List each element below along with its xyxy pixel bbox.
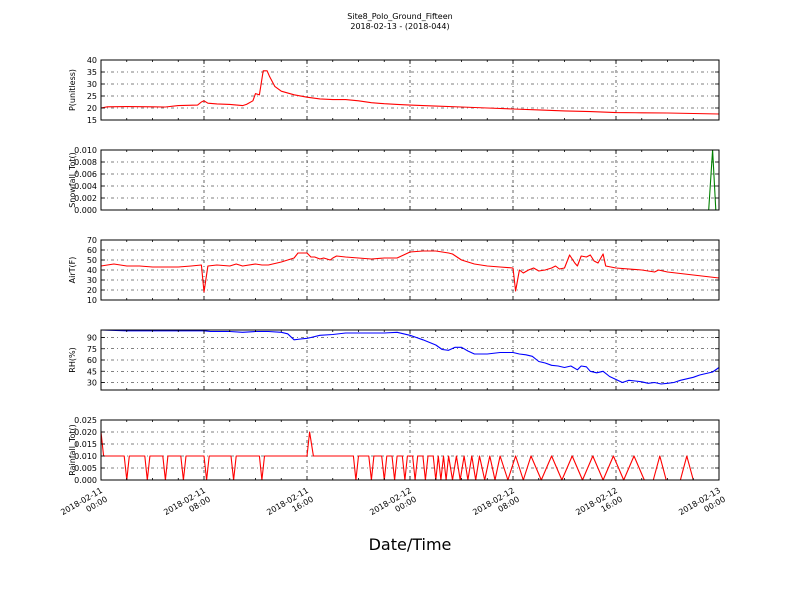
ytick-label-2-0: 10 (87, 296, 97, 305)
x-tick-label-4: 2018-02-1208:00 (471, 486, 521, 526)
ytick-label-3-0: 30 (87, 379, 97, 388)
ytick-label-1-4: 0.008 (74, 158, 97, 167)
panel-1: 0.000 0.002 0.004 0.006 0.008 0.010Snowfall_T… (68, 146, 720, 215)
ytick-label-0-5: 40 (87, 56, 97, 65)
x-tick-label-2: 2018-02-1116:00 (265, 486, 315, 526)
y-axis-label-0: P(unitless) (68, 69, 77, 111)
ytick-label-4-3: 0.015 (74, 440, 97, 449)
series-line-4 (100, 431, 719, 481)
ytick-label-4-4: 0.020 (74, 428, 97, 437)
ytick-label-2-4: 50 (87, 256, 97, 265)
ytick-label-4-5: 0.025 (74, 416, 97, 425)
chart-title: Site8_Polo_Ground_Fifteen (347, 12, 452, 21)
series-line-2 (100, 250, 720, 293)
ytick-label-0-3: 30 (87, 80, 97, 89)
ytick-label-0-2: 25 (87, 92, 97, 101)
ytick-label-0-0: 15 (87, 116, 97, 125)
ytick-label-1-0: 0.000 (74, 206, 97, 215)
x-tick-label-0: 2018-02-1100:00 (59, 486, 109, 526)
ytick-label-0-1: 20 (87, 104, 97, 113)
x-axis-label: Date/Time (369, 535, 452, 554)
ytick-label-1-3: 0.006 (74, 170, 97, 179)
panel-0: 15 20 25 30 35 40 P(unitless) (68, 56, 720, 125)
x-tick-label-3: 2018-02-1200:00 (368, 486, 418, 526)
x-tick-labels: 2018-02-1100:00 2018-02-1108:00 2018-02-11… (59, 486, 727, 526)
ytick-label-3-4: 90 (87, 334, 97, 343)
y-axis-label-2: AirT(F) (68, 257, 77, 284)
y-axis-label-1: Snowfall_Tot() (68, 152, 77, 208)
ytick-label-2-6: 70 (87, 236, 97, 245)
ytick-label-2-1: 20 (87, 286, 97, 295)
y-axis-label-4: Rainfall_Tot() (68, 424, 77, 476)
ytick-label-1-1: 0.002 (74, 194, 97, 203)
ytick-label-1-2: 0.004 (74, 182, 97, 191)
chart-subtitle: 2018-02-13 - (2018-044) (350, 22, 449, 31)
panel-4: 0.000 0.005 0.010 0.015 0.020 0.025Rainfall_T… (68, 416, 720, 485)
series-line-3 (100, 329, 720, 385)
x-tick-label-5: 2018-02-1216:00 (574, 486, 624, 526)
series-line-0 (100, 70, 720, 115)
x-tick-label-1: 2018-02-1108:00 (162, 486, 212, 526)
ytick-label-2-5: 60 (87, 246, 97, 255)
ytick-label-2-3: 40 (87, 266, 97, 275)
ytick-label-3-2: 60 (87, 356, 97, 365)
ytick-label-4-2: 0.010 (74, 452, 97, 461)
ytick-label-4-0: 0.000 (74, 476, 97, 485)
ytick-label-2-2: 30 (87, 276, 97, 285)
panels-group: 152025303540P(unitless)0.0000.0020.0040.… (68, 56, 720, 485)
ytick-label-4-1: 0.005 (74, 464, 97, 473)
ytick-label-0-4: 35 (87, 68, 97, 77)
x-tick-label-6: 2018-02-1300:00 (677, 486, 727, 526)
panel-3: 30 45 60 75 90 RH(%) (68, 329, 720, 391)
ytick-label-1-5: 0.010 (74, 146, 97, 155)
y-axis-label-3: RH(%) (68, 347, 77, 372)
ytick-label-3-3: 75 (87, 345, 97, 354)
ytick-label-3-1: 45 (87, 367, 97, 376)
